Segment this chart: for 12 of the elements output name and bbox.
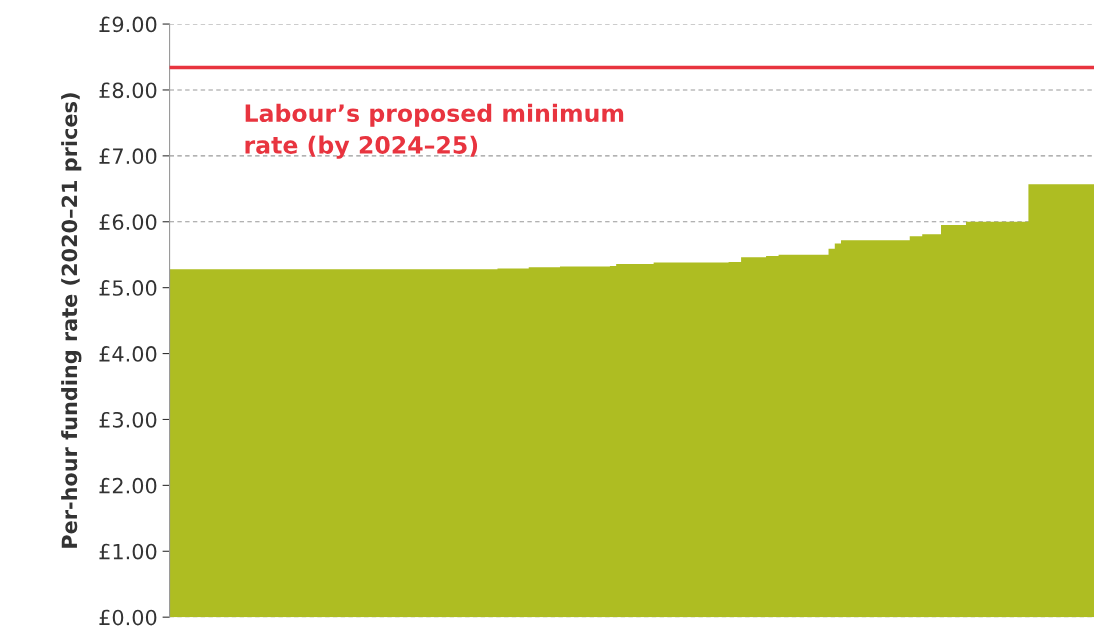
y-tick-label: £6.00	[99, 214, 157, 230]
y-tick-label: £5.00	[99, 280, 157, 296]
y-axis-title: Per-hour funding rate (2020–21 prices)	[61, 93, 82, 548]
y-tick-label: £8.00	[99, 82, 157, 99]
y-tick-label: £0.00	[99, 609, 157, 626]
y-tick-label: £3.00	[99, 411, 157, 428]
y-tick-label: £2.00	[99, 477, 157, 494]
ref-line-label: Labour’s proposed minimum rate (by 2024–25)	[245, 103, 624, 159]
y-tick-label: £4.00	[99, 346, 157, 362]
y-tick-label: £7.00	[99, 148, 157, 165]
y-tick-label: £1.00	[99, 543, 157, 560]
y-tick-label: £9.00	[99, 16, 157, 33]
